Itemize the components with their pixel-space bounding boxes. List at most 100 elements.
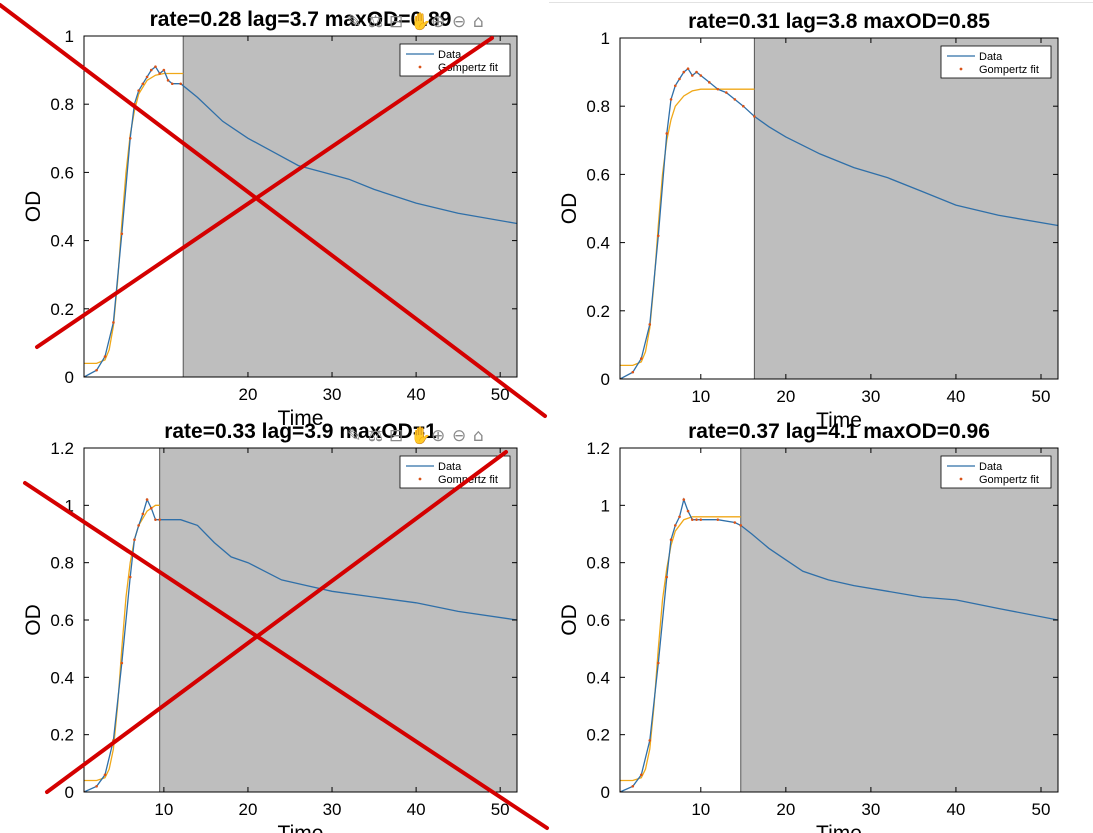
chart-panel-3: 0 0.2 0.4 0.6 0.8 1 1.2 10 20 30 40 50 OD Time rate=0.… — [22, 420, 549, 833]
y-tick-label: 0.2 — [50, 300, 74, 319]
x-tick-label: 40 — [407, 800, 426, 819]
gompertz-fit-point — [112, 321, 115, 324]
gompertz-fit-point — [149, 506, 153, 510]
gompertz-fit-point — [179, 82, 182, 86]
gompertz-fit-point — [639, 773, 643, 777]
excluded-region — [740, 448, 1058, 792]
y-tick-label: 0.8 — [586, 554, 610, 573]
gompertz-fit-point — [170, 82, 174, 86]
y-tick-label: 1 — [65, 27, 74, 46]
y-tick-label: 0.6 — [586, 611, 610, 630]
zoom-in-icon[interactable]: ⊕ — [431, 12, 445, 32]
zoom-in-icon[interactable]: ⊕ — [431, 426, 445, 446]
x-tick-label: 40 — [407, 385, 426, 404]
gompertz-fit-point — [95, 784, 98, 788]
legend-fit-swatch — [418, 65, 422, 69]
gompertz-fit-point — [699, 518, 703, 521]
chart-title: rate=0.31 lag=3.8 maxOD=0.85 — [688, 10, 990, 33]
y-tick-label: 0.4 — [50, 232, 74, 251]
chart-panel-4: 0 0.2 0.4 0.6 0.8 1 1.2 10 20 30 40 50 OD Time rate=0.… — [558, 420, 1059, 833]
legend-fit-swatch — [418, 477, 422, 481]
cross-line-1 — [0, 3, 547, 418]
y-tick-label: 0.4 — [586, 234, 610, 253]
y-tick-label: 0.2 — [586, 302, 610, 321]
zoom-out-icon[interactable]: ⊖ — [452, 12, 466, 32]
gompertz-fit-point — [631, 370, 635, 374]
x-tick-label: 30 — [861, 800, 880, 819]
gompertz-fit-point — [678, 515, 681, 519]
gompertz-fit-point — [154, 518, 157, 521]
x-tick-label: 10 — [691, 800, 710, 819]
brush-icon[interactable]: ✎ — [347, 12, 361, 32]
gompertz-fit-point — [639, 357, 643, 360]
y-tick-label: 0 — [65, 783, 74, 802]
gompertz-fit-point — [682, 498, 686, 501]
pan-icon[interactable]: ✋ — [410, 425, 431, 446]
y-tick-label: 0.6 — [50, 163, 74, 182]
y-tick-label: 0.8 — [586, 97, 610, 116]
data-tips-icon[interactable]: ⚖ — [368, 426, 383, 446]
x-tick-label: 20 — [238, 800, 257, 819]
gompertz-fit-point — [120, 661, 124, 665]
x-tick-label: 50 — [1032, 387, 1051, 406]
zoom-out-icon[interactable]: ⊖ — [452, 426, 466, 446]
data-tips-icon[interactable]: ⚖ — [368, 12, 383, 32]
gompertz-fit-point — [686, 67, 690, 70]
x-axis-label: Time — [816, 822, 862, 833]
x-tick-label: 20 — [776, 800, 795, 819]
restore-view-icon[interactable]: ⊟ — [389, 12, 403, 32]
y-tick-label: 1.2 — [50, 439, 74, 458]
gompertz-fit-point — [137, 89, 140, 92]
gompertz-fit-point — [686, 509, 690, 513]
series-group — [620, 67, 1058, 379]
brush-icon[interactable]: ✎ — [347, 426, 361, 446]
gompertz-fit-point — [158, 518, 161, 521]
gompertz-fit-point — [149, 68, 153, 72]
gompertz-fit-point — [166, 79, 170, 82]
series-gompertz-fit-line — [84, 504, 160, 782]
gompertz-fit-point — [695, 70, 698, 74]
legend-box — [940, 455, 1052, 489]
gompertz-fit-point — [141, 512, 145, 516]
axes-box — [619, 37, 1059, 380]
gompertz-fit-point — [656, 234, 660, 238]
gompertz-fit-point — [631, 784, 635, 788]
series-data-line — [620, 497, 1058, 792]
cross-out-mark — [23, 450, 549, 830]
gompertz-fit-point — [733, 98, 737, 101]
legend-data-label: Data — [979, 51, 1003, 63]
gompertz-fit-point — [162, 68, 166, 72]
gompertz-fit-point — [95, 368, 98, 372]
series-gompertz-fit-line — [620, 516, 741, 782]
home-icon[interactable]: ⌂ — [473, 12, 484, 32]
gompertz-fit-point — [678, 77, 681, 81]
gompertz-fit-point — [708, 81, 711, 84]
y-tick-label: 0.8 — [50, 95, 74, 114]
gompertz-fit-point — [716, 87, 720, 91]
x-tick-label: 10 — [154, 800, 173, 819]
gompertz-fit-point — [128, 137, 132, 140]
gompertz-fit-point — [669, 538, 673, 542]
y-axis-label: OD — [22, 191, 45, 223]
gompertz-fit-point — [695, 518, 698, 521]
excluded-region — [159, 448, 517, 792]
home-icon[interactable]: ⌂ — [473, 426, 484, 446]
y-tick-label: 1 — [601, 496, 610, 515]
y-tick-label: 0.2 — [586, 726, 610, 745]
y-tick-label: 1.2 — [586, 439, 610, 458]
x-tick-label: 30 — [323, 800, 342, 819]
legend-box — [399, 43, 511, 77]
gompertz-fit-point — [141, 82, 145, 86]
gompertz-fit-point — [753, 115, 756, 118]
y-tick-label: 0 — [601, 783, 610, 802]
excluded-region — [183, 36, 517, 377]
gompertz-fit-point — [120, 232, 124, 236]
pan-icon[interactable]: ✋ — [410, 11, 431, 32]
gompertz-fit-point — [682, 70, 686, 74]
y-tick-label: 1 — [601, 29, 610, 48]
legend-data-label: Data — [438, 49, 462, 61]
restore-view-icon[interactable]: ⊟ — [389, 426, 403, 446]
